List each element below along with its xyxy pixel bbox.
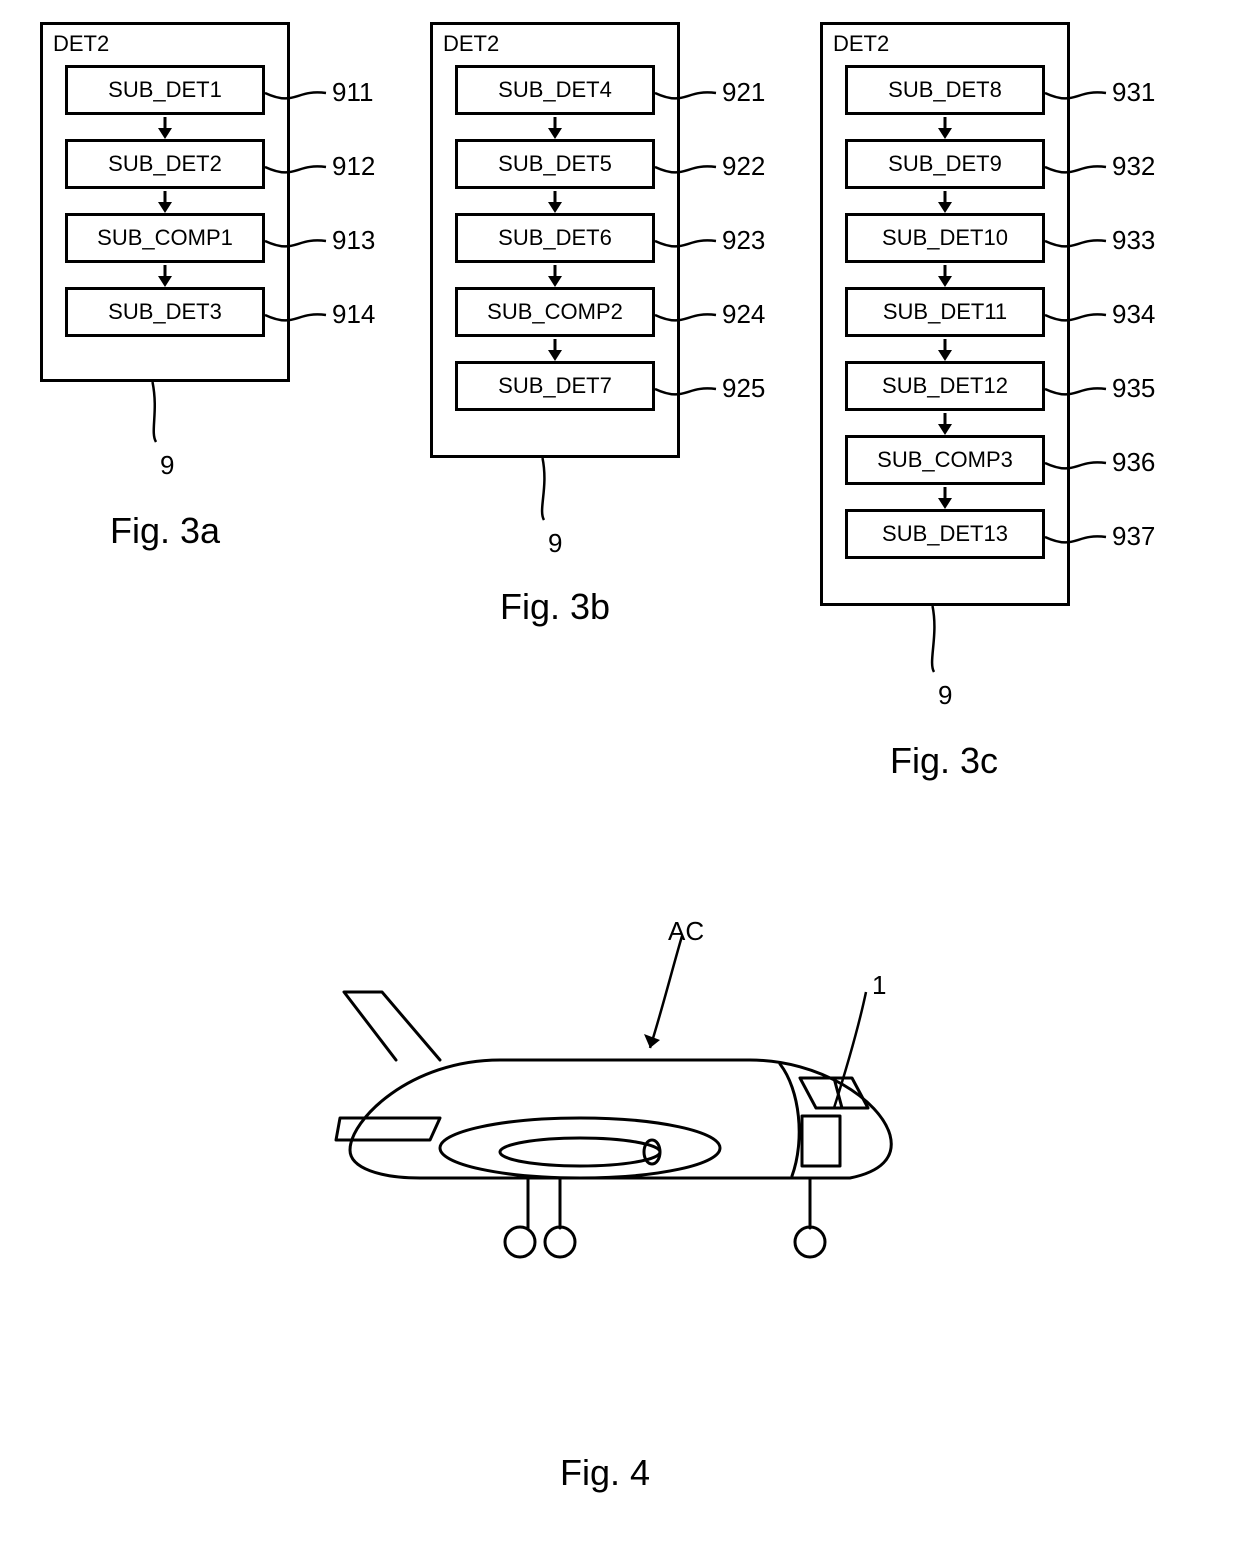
bottom-ref-number: 9	[938, 680, 952, 711]
page-root: DET2SUB_DET1 SUB_DET2 SUB_COMP1 SUB_DET3…	[0, 0, 1240, 1547]
bottom-ref-leader-icon	[40, 22, 450, 522]
bottom-ref-number: 9	[548, 528, 562, 559]
bottom-ref-leader	[40, 22, 450, 522]
flowchart-fc-a: DET2SUB_DET1 SUB_DET2 SUB_COMP1 SUB_DET3…	[40, 22, 430, 582]
airplane-label-1: 1	[872, 970, 886, 1001]
fig4-airplane-area	[280, 900, 960, 1380]
bottom-ref-number: 9	[160, 450, 174, 481]
airplane-drawing	[280, 900, 960, 1380]
bottom-ref-leader-icon	[430, 22, 840, 598]
flowchart-fc-b: DET2SUB_DET4 SUB_DET5 SUB_DET6 SUB_COMP2…	[430, 22, 820, 658]
fig4-caption: Fig. 4	[560, 1452, 650, 1494]
bottom-ref-leader	[820, 22, 1230, 746]
figure-caption: Fig. 3a	[110, 510, 220, 552]
figure-caption: Fig. 3c	[890, 740, 998, 782]
airplane-label-ac: AC	[668, 916, 704, 947]
bottom-ref-leader	[430, 22, 840, 598]
flowchart-fc-c: DET2SUB_DET8 SUB_DET9 SUB_DET10 SUB_DET1…	[820, 22, 1210, 806]
figure-caption: Fig. 3b	[500, 586, 610, 628]
bottom-ref-leader-icon	[820, 22, 1230, 746]
